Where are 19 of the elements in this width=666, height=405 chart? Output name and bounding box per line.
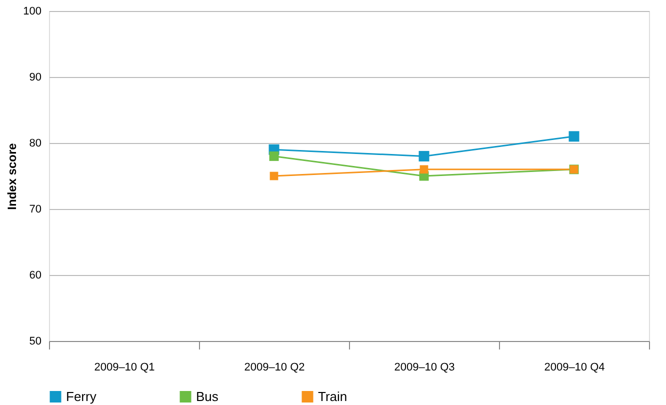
legend-label: Train <box>318 388 348 404</box>
x-tick-label: 2009–10 Q3 <box>394 362 455 374</box>
point <box>418 150 430 162</box>
y-tick-label: 70 <box>29 204 42 216</box>
y-tick-label: 90 <box>29 72 42 84</box>
x-tick-label: 2009–10 Q1 <box>94 362 155 374</box>
x-tick-label: 2009–10 Q4 <box>544 362 605 374</box>
y-tick-label: 80 <box>29 138 42 150</box>
point <box>420 165 428 174</box>
x-tick-label: 2009–10 Q2 <box>244 362 305 374</box>
point <box>269 151 279 161</box>
point <box>270 172 278 180</box>
y-tick-label: 50 <box>29 336 42 348</box>
y-tick-label: 60 <box>29 270 42 282</box>
legend-label: Ferry <box>66 388 97 404</box>
y-tick-label: 100 <box>23 6 42 18</box>
y-axis-title: Index score <box>5 142 20 210</box>
point <box>568 131 580 142</box>
legend-label: Bus <box>196 388 219 404</box>
